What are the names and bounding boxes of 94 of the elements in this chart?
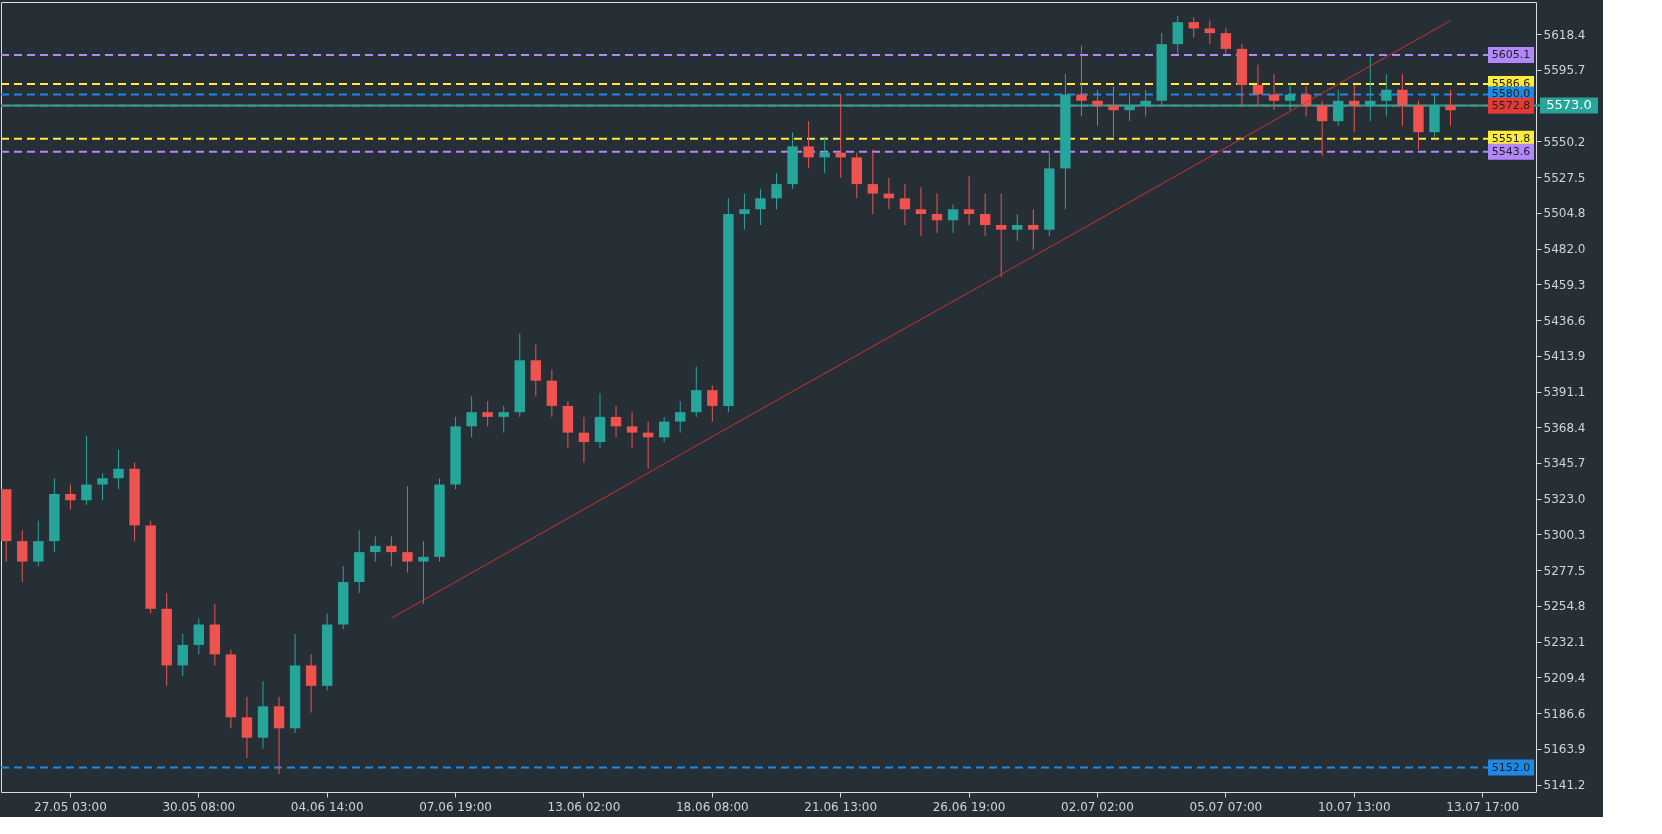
- candlestick: [1012, 213, 1023, 242]
- candlestick: [626, 411, 638, 449]
- candlestick: [1204, 20, 1216, 45]
- candlestick: [867, 149, 879, 215]
- candlestick: [33, 520, 44, 567]
- candlestick: [1188, 16, 1199, 39]
- candlestick: [241, 696, 253, 759]
- y-tick-label: 5186.6: [1543, 706, 1586, 721]
- y-tick-label: 5163.9: [1543, 742, 1586, 757]
- candlestick: [931, 193, 943, 234]
- y-tick-label: 5254.8: [1543, 599, 1586, 614]
- y-tick-label: 5300.3: [1543, 527, 1586, 542]
- y-tick-label: 5277.5: [1543, 563, 1586, 578]
- candlestick: [113, 449, 124, 490]
- candlestick: [707, 384, 718, 423]
- y-tick-label: 5482.0: [1543, 242, 1586, 257]
- x-tick-label: 04.06 14:00: [290, 799, 364, 814]
- candlestick: [418, 540, 429, 605]
- candlestick: [1108, 86, 1119, 138]
- candlestick: [610, 405, 622, 438]
- candlestick: [1252, 64, 1264, 106]
- ref-line-label: 5572.8: [1491, 98, 1531, 112]
- y-tick-label: 5618.4: [1543, 27, 1586, 42]
- candlestick: [97, 473, 108, 501]
- candlestick: [578, 416, 590, 464]
- candlestick: [1397, 73, 1408, 127]
- candlestick: [1445, 89, 1456, 127]
- y-tick-label: 5595.7: [1543, 63, 1586, 78]
- y-tick-label: 5527.5: [1543, 170, 1586, 185]
- ref-line-label: 5551.8: [1491, 131, 1531, 145]
- candlestick: [1076, 45, 1087, 117]
- candlestick: [498, 405, 509, 434]
- candlestick: [691, 366, 702, 418]
- candlestick: [771, 172, 782, 210]
- candlestick: [177, 633, 188, 677]
- candlestick: [65, 484, 76, 511]
- candlestick: [675, 400, 686, 434]
- ref-line-label: 5580.0: [1491, 87, 1531, 101]
- candlestick: [402, 485, 413, 574]
- candlestick: [803, 120, 814, 169]
- candlestick: [1172, 15, 1183, 55]
- candlestick: [1220, 27, 1232, 55]
- candlestick: [899, 183, 911, 226]
- candlestick: [273, 696, 285, 775]
- candlestick: [947, 204, 959, 234]
- candlestick: [305, 653, 317, 714]
- y-tick-label: 5413.9: [1543, 349, 1586, 364]
- candlestick: [1268, 73, 1280, 111]
- y-tick-label: 5436.6: [1543, 313, 1586, 328]
- y-tick-label: 5209.4: [1543, 670, 1586, 685]
- x-tick-label: 13.06 02:00: [547, 799, 621, 814]
- ref-line-label: 5605.1: [1491, 48, 1531, 61]
- x-tick-label: 10.07 13:00: [1317, 799, 1391, 814]
- candlestick: [482, 400, 493, 427]
- candlestick: [17, 529, 28, 583]
- y-tick-label: 5550.2: [1543, 134, 1586, 149]
- candlestick: [81, 435, 92, 506]
- y-tick-label: 5141.2: [1543, 778, 1586, 793]
- y-tick-label: 5323.0: [1543, 492, 1586, 507]
- candlestick: [1028, 208, 1039, 251]
- x-tick-label: 26.06 19:00: [932, 799, 1006, 814]
- y-tick-label: 5459.3: [1543, 277, 1586, 292]
- y-tick-label: 5345.7: [1543, 456, 1586, 471]
- candlestick: [963, 175, 975, 226]
- ref-line-label: 5573.0: [1546, 97, 1592, 113]
- x-tick-label: 27.05 03:00: [34, 799, 107, 814]
- y-tick-label: 5232.1: [1543, 635, 1586, 650]
- y-tick-label: 5504.8: [1543, 206, 1586, 221]
- candlestick: [755, 188, 766, 226]
- candlestick: [979, 193, 991, 237]
- candlestick: [658, 416, 670, 443]
- candlestick: [995, 193, 1007, 278]
- candlestick: [1316, 100, 1328, 157]
- candlestick: [386, 535, 397, 567]
- candlestick: [370, 535, 381, 563]
- line-series: [390, 20, 1452, 619]
- x-tick-label: 21.06 13:00: [804, 799, 878, 814]
- ref-line-label: 5543.6: [1491, 144, 1531, 158]
- x-tick-label: 13.07 17:00: [1446, 799, 1520, 814]
- ref-line-label: 5152.0: [1491, 760, 1531, 774]
- candlestick: [530, 344, 542, 397]
- y-tick-label: 5391.1: [1543, 385, 1586, 400]
- candlestick: [915, 186, 927, 237]
- candlestick: [1092, 89, 1103, 127]
- x-tick-label: 02.07 02:00: [1061, 799, 1134, 814]
- candlestick: [739, 193, 750, 231]
- x-tick-label: 05.07 07:00: [1189, 799, 1263, 814]
- candlestick: [466, 395, 477, 438]
- candlestick: [193, 617, 205, 655]
- x-tick-label: 30.05 08:00: [162, 799, 236, 814]
- x-tick-label: 18.06 08:00: [675, 799, 749, 814]
- y-tick-label: 5368.4: [1543, 420, 1586, 435]
- candlestick: [819, 136, 830, 174]
- x-tick-label: 07.06 19:00: [419, 799, 492, 814]
